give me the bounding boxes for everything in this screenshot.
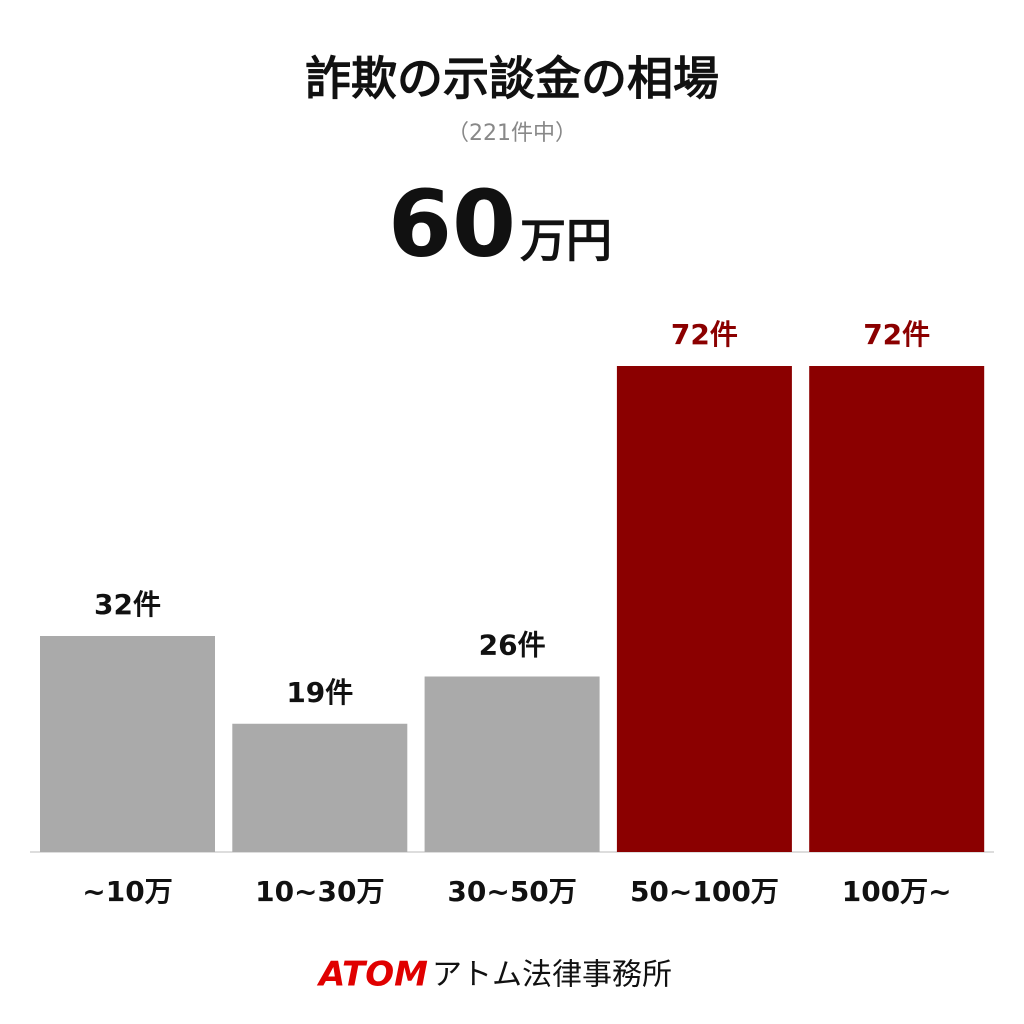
bar <box>232 723 408 852</box>
chart-subtitle: （221件中） <box>447 121 577 146</box>
value-label: 26件 <box>479 629 546 662</box>
headline-unit: 万円 <box>520 214 612 268</box>
footer-text: アトム法律事務所 <box>432 958 672 993</box>
x-tick-label: ~10万 <box>82 875 172 908</box>
chart-title: 詐欺の示談金の相場 <box>305 52 719 106</box>
x-tick-label: 50~100万 <box>630 875 779 908</box>
value-label: 72件 <box>863 318 930 351</box>
bar <box>809 366 985 852</box>
footer-brand: ATOM <box>316 955 428 995</box>
x-tick-label: 30~50万 <box>447 875 576 908</box>
value-label: 72件 <box>671 318 738 351</box>
value-label: 19件 <box>286 676 353 709</box>
bar <box>40 636 215 852</box>
x-tick-label: 10~30万 <box>255 875 384 908</box>
bar <box>424 676 600 852</box>
bar <box>616 366 792 852</box>
x-tick-label: 100万~ <box>842 875 952 908</box>
headline: 60 <box>388 170 516 277</box>
value-label: 32件 <box>94 588 161 621</box>
